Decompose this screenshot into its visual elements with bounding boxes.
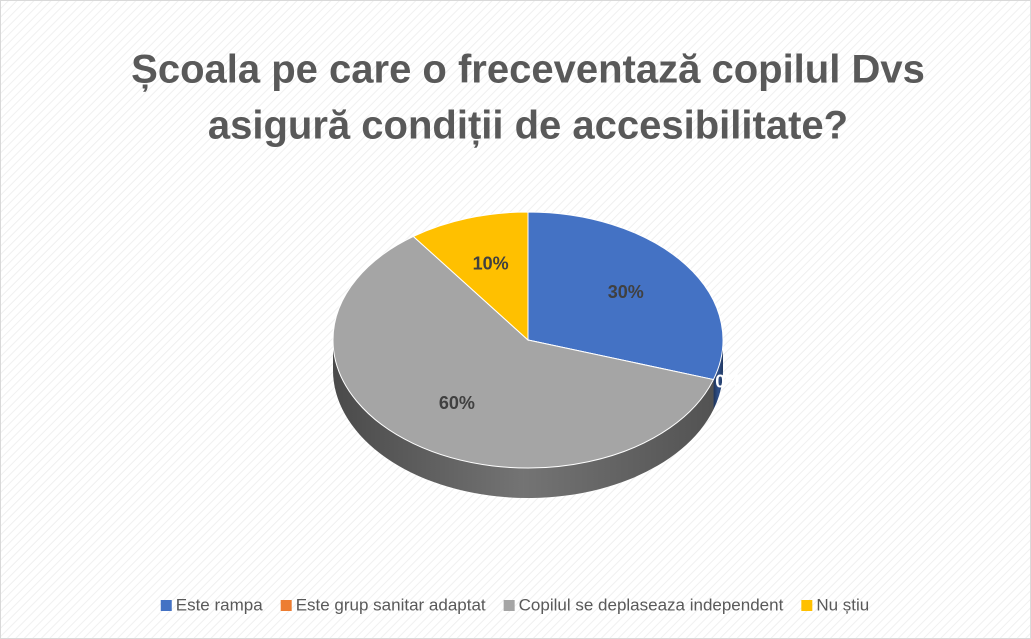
chart-title: Școala pe care o freceventază copilul Dv… [131,48,925,92]
legend-label: Copilul se deplaseaza independent [519,595,784,614]
legend-label: Este rampa [176,595,263,614]
pie-slice [332,235,715,469]
pie-slice [527,211,724,381]
chart-title: asigură condiții de accesibilitate? [208,104,848,148]
data-label: 0% [715,371,741,391]
data-label: 30% [608,282,644,302]
pie-side-shade [333,340,714,498]
pie-side-shade [713,340,723,410]
legend-label: Este grup sanitar adaptat [296,595,486,614]
legend-label: Nu știu [816,595,869,614]
legend-swatch [280,600,292,611]
legend-swatch [160,600,172,611]
legend-swatch [503,600,515,611]
data-label: 60% [439,393,475,413]
pie-slice [412,211,529,342]
legend-swatch [801,600,813,611]
data-label: 10% [473,253,509,273]
